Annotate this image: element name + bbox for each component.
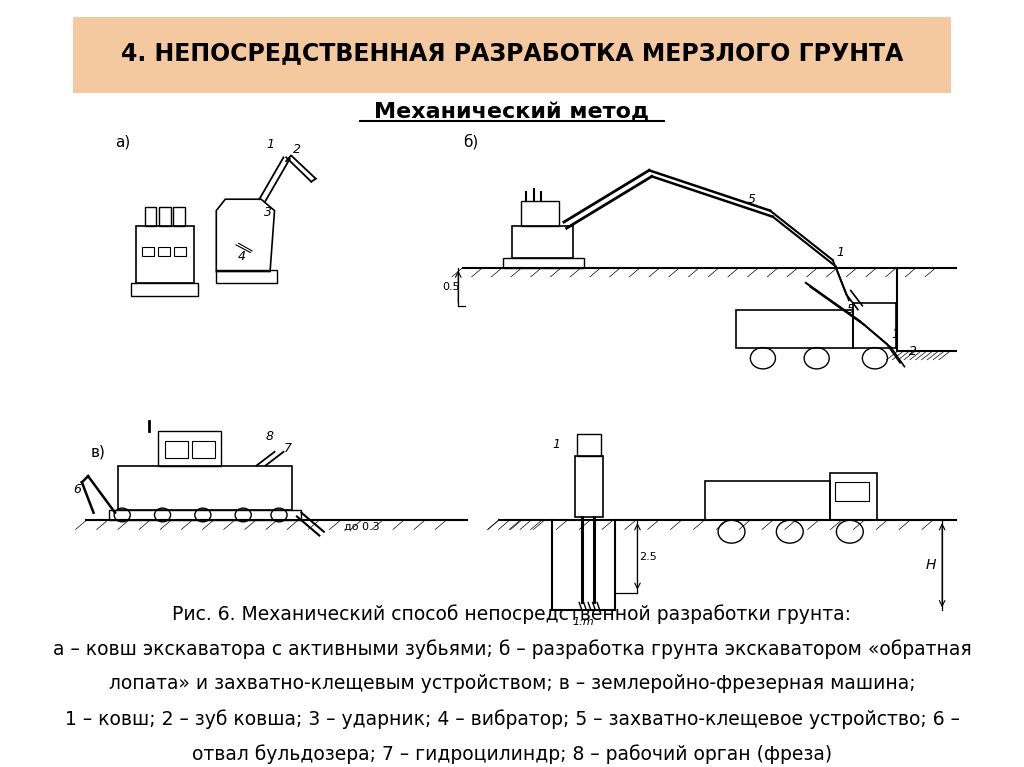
Text: H: H [926,558,936,572]
Bar [736,310,853,347]
Text: 1 – ковш; 2 – зуб ковша; 3 – ударник; 4 – вибратор; 5 – захватно-клещевое устрой: 1 – ковш; 2 – зуб ковша; 3 – ударник; 4 … [65,709,959,729]
Text: 7: 7 [284,442,292,455]
Bar [578,434,601,456]
Bar [521,202,559,225]
Bar [193,441,214,458]
Bar [118,466,293,509]
Bar [705,481,830,520]
Text: Механический метод: Механический метод [375,102,649,122]
Bar [574,456,603,516]
Text: 1: 1 [836,246,844,259]
Text: 6: 6 [74,483,81,496]
Text: 2: 2 [293,143,301,156]
Text: 5: 5 [749,193,756,206]
Bar [503,258,584,268]
Text: а): а) [115,135,130,150]
Bar [142,247,154,256]
Text: 4: 4 [238,250,246,263]
Text: 0.5: 0.5 [442,281,460,291]
Bar [135,225,194,283]
Text: в): в) [91,444,105,459]
Bar [158,431,221,466]
Bar [512,225,573,258]
Text: 2: 2 [909,345,918,358]
Text: до 0.3: до 0.3 [344,522,380,532]
Bar [830,473,877,520]
Bar [173,207,185,225]
Bar [144,207,157,225]
Bar [159,207,171,225]
Text: 1:m: 1:m [572,617,595,627]
Bar [835,482,868,502]
Bar [174,247,185,256]
Bar [158,247,170,256]
Text: 3: 3 [264,206,272,219]
Text: 1: 1 [892,328,899,341]
Text: 4. НЕПОСРЕДСТВЕННАЯ РАЗРАБОТКА МЕРЗЛОГО ГРУНТА: 4. НЕПОСРЕДСТВЕННАЯ РАЗРАБОТКА МЕРЗЛОГО … [121,41,903,65]
Text: отвал бульдозера; 7 – гидроцилиндр; 8 – рабочий орган (фреза): отвал бульдозера; 7 – гидроцилиндр; 8 – … [191,744,833,764]
Bar [216,270,278,283]
Text: 5: 5 [847,303,855,316]
Text: 8: 8 [266,430,274,443]
Bar [165,441,187,458]
Text: Рис. 6. Механический способ непосредственной разработки грунта:: Рис. 6. Механический способ непосредстве… [172,604,852,624]
Bar [109,509,301,520]
Bar [131,283,199,296]
Text: а – ковш экскаватора с активными зубьями; б – разработка грунта экскаватором «об: а – ковш экскаватора с активными зубьями… [52,639,972,659]
Text: 2.5: 2.5 [639,551,657,562]
FancyBboxPatch shape [73,17,951,93]
Text: 1: 1 [553,438,561,451]
Text: б): б) [463,134,478,150]
Bar [853,304,896,347]
Text: 1: 1 [266,138,274,151]
Text: лопата» и захватно-клещевым устройством; в – землеройно-фрезерная машина;: лопата» и захватно-клещевым устройством;… [109,674,915,693]
